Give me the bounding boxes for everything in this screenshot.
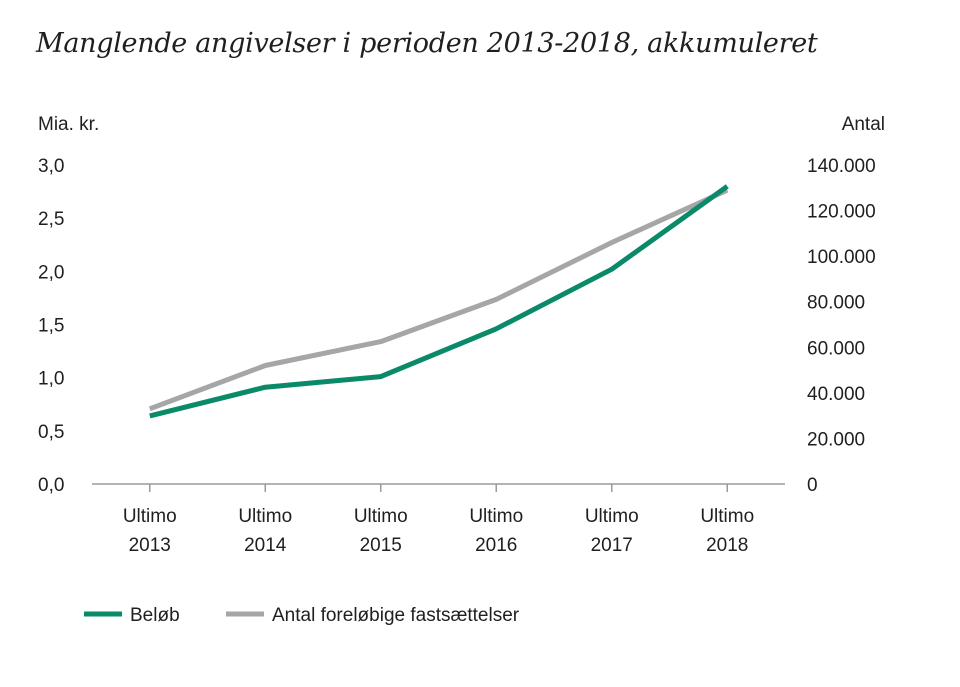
right-tick-label: 80.000 bbox=[807, 293, 865, 314]
right-tick-label: 40.000 bbox=[807, 384, 865, 405]
left-axis-label: Mia. kr. bbox=[38, 114, 99, 135]
right-tick-label: 140.000 bbox=[807, 156, 876, 177]
x-tick-label: Ultimo 2018 bbox=[700, 506, 754, 556]
right-tick-label: 20.000 bbox=[807, 429, 865, 450]
right-tick-label: 60.000 bbox=[807, 338, 865, 359]
left-tick-label: 0,0 bbox=[38, 475, 64, 496]
chart-title: Manglende angivelser i perioden 2013-201… bbox=[36, 28, 818, 59]
legend-label: Beløb bbox=[130, 605, 180, 626]
left-tick-label: 2,5 bbox=[38, 209, 64, 230]
left-tick-label: 1,5 bbox=[38, 316, 64, 337]
right-tick-label: 120.000 bbox=[807, 202, 876, 223]
left-tick-label: 2,0 bbox=[38, 262, 64, 283]
right-tick-label: 0 bbox=[807, 475, 818, 496]
x-tick-label: Ultimo 2014 bbox=[238, 506, 292, 556]
x-tick-label: Ultimo 2016 bbox=[469, 506, 523, 556]
series-line-beloeb bbox=[149, 184, 729, 419]
right-tick-label: 100.000 bbox=[807, 247, 876, 268]
left-tick-label: 0,5 bbox=[38, 422, 64, 443]
x-tick-label: Ultimo 2013 bbox=[123, 506, 177, 556]
left-tick-label: 1,0 bbox=[38, 369, 64, 390]
right-axis-label: Antal bbox=[842, 114, 885, 135]
x-tick-label: Ultimo 2017 bbox=[585, 506, 639, 556]
x-tick-label: Ultimo 2015 bbox=[354, 506, 408, 556]
series-line-antal bbox=[148, 187, 729, 412]
legend-label: Antal foreløbige fastsættelser bbox=[272, 605, 520, 626]
left-tick-label: 3,0 bbox=[38, 156, 64, 177]
